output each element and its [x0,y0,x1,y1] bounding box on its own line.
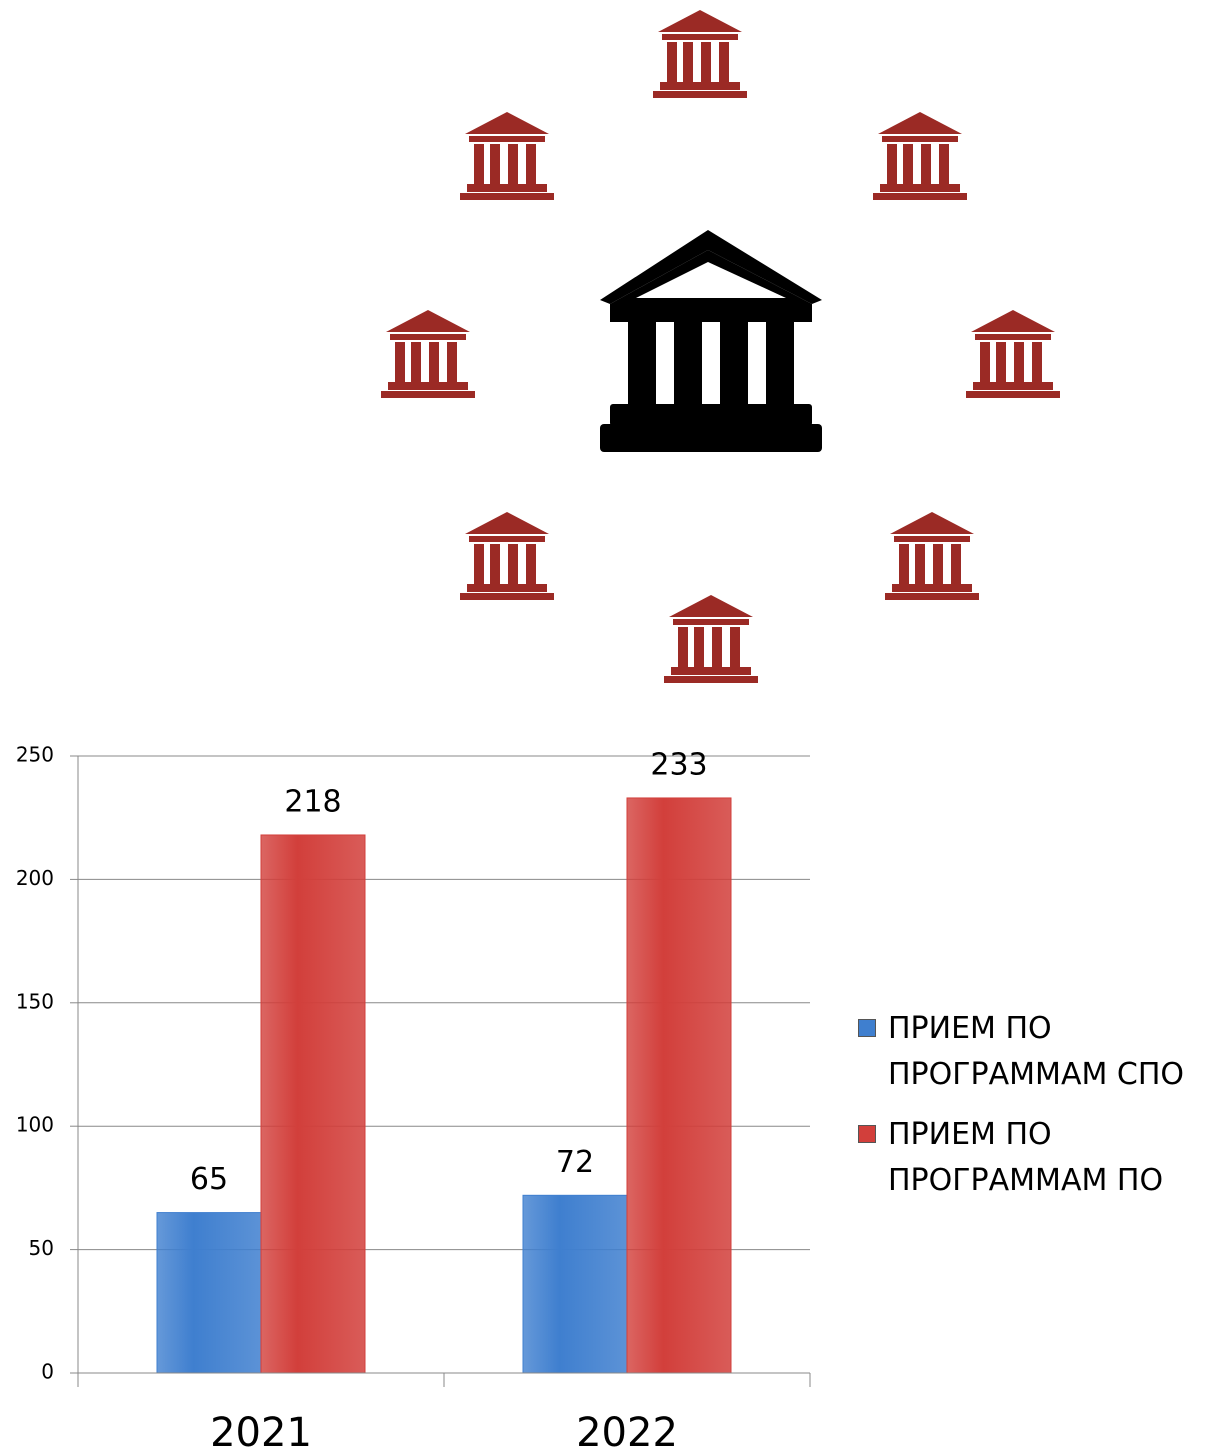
y-tick-label: 100 [16,1113,54,1137]
data-label: 72 [556,1145,594,1180]
legend-swatch [858,1019,876,1037]
building-icon [966,310,1060,398]
legend-item: ПРИЕМ ПО ПРОГРАММАМ ПО [858,1112,1203,1204]
building-icon [460,512,554,600]
y-tick-label: 250 [16,743,54,767]
bar [156,1212,262,1374]
x-tick-label: 2022 [576,1410,678,1454]
y-tick-label: 200 [16,866,54,890]
data-label: 233 [650,747,707,782]
legend-label: ПРИЕМ ПО ПРОГРАММАМ ПО [888,1117,1164,1198]
legend-label: ПРИЕМ ПО ПРОГРАММАМ СПО [888,1011,1185,1092]
y-tick-label: 0 [41,1360,54,1384]
building-icon [653,10,747,98]
data-label: 65 [190,1162,228,1197]
bar [522,1194,628,1374]
legend-swatch [858,1125,876,1143]
main-building-icon [600,230,822,452]
y-tick-label: 50 [29,1236,54,1260]
building-icon [664,595,758,683]
building-icon [460,112,554,200]
building-icon [885,512,979,600]
legend: ПРИЕМ ПО ПРОГРАММАМ СПО ПРИЕМ ПО ПРОГРАММ… [858,1006,1203,1218]
legend-item: ПРИЕМ ПО ПРОГРАММАМ СПО [858,1006,1203,1098]
data-label: 218 [284,784,341,819]
building-icon [873,112,967,200]
x-tick-label: 2021 [210,1410,312,1454]
building-icon [381,310,475,398]
y-tick-label: 150 [16,989,54,1013]
bar [626,797,732,1374]
bar [260,834,366,1374]
